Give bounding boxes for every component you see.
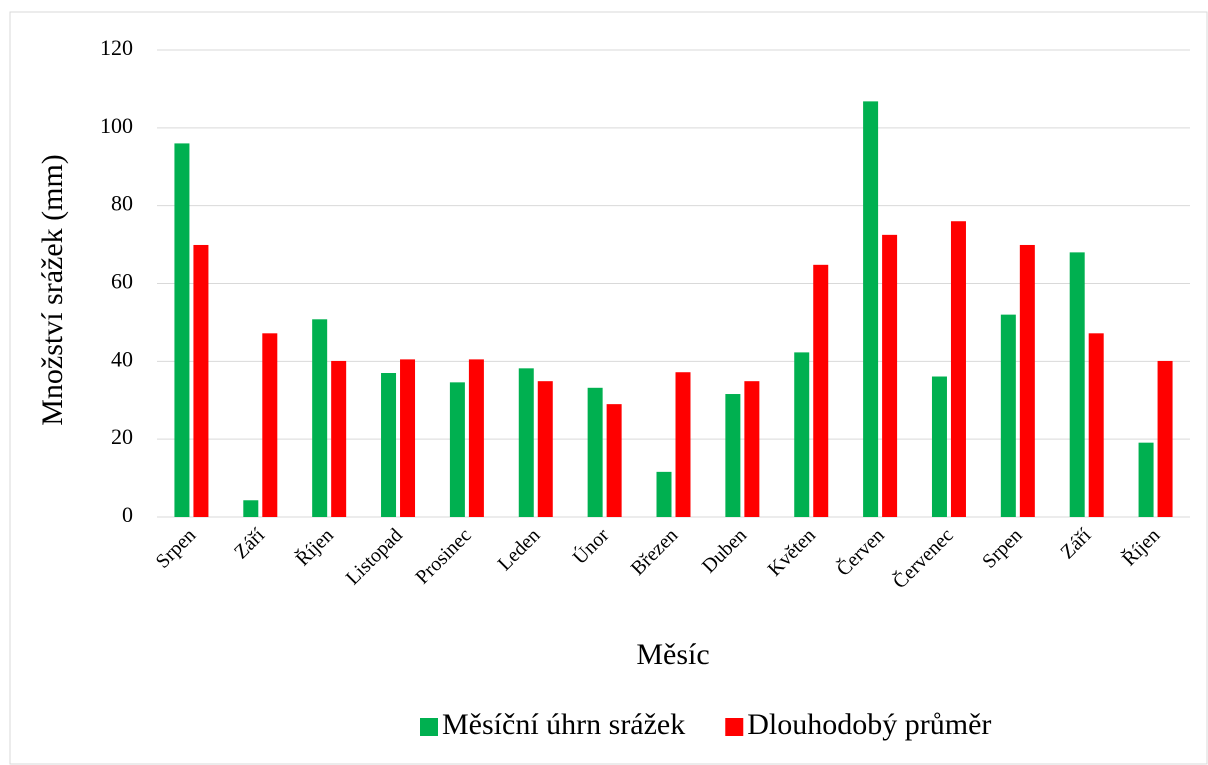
y-tick-label: 100 [100, 113, 133, 138]
bar [863, 101, 879, 518]
bar [725, 394, 741, 517]
legend-label: Měsíční úhrn srážek [442, 708, 685, 741]
y-tick-label: 80 [111, 191, 133, 216]
bar [1000, 314, 1016, 517]
bar [587, 387, 603, 517]
bar [193, 244, 209, 517]
bar [331, 360, 347, 517]
bar [744, 381, 760, 517]
bar [1088, 333, 1104, 517]
bar [1138, 442, 1154, 517]
bar [931, 376, 947, 517]
y-tick-label: 0 [122, 502, 133, 527]
bar [794, 352, 810, 517]
bar [675, 372, 691, 517]
bar [243, 500, 259, 517]
bar [174, 143, 190, 517]
bar [400, 359, 416, 517]
bar [950, 221, 966, 517]
x-axis-title: Měsíc [636, 638, 709, 671]
bar [813, 264, 829, 517]
bar [656, 471, 672, 517]
bar [262, 333, 278, 517]
bar [449, 382, 465, 517]
bar [312, 319, 328, 517]
legend-swatch [420, 718, 438, 736]
legend-swatch [725, 718, 744, 736]
bar [882, 234, 898, 517]
y-axis-title: Množství srážek (mm) [36, 154, 69, 426]
bar [1069, 252, 1085, 517]
legend-label: Dlouhodobý průměr [747, 708, 991, 741]
y-tick-label: 120 [100, 35, 133, 60]
bar [1019, 244, 1035, 517]
bar [1157, 360, 1173, 517]
bar [381, 373, 397, 517]
bar [537, 381, 553, 517]
y-tick-label: 40 [111, 346, 133, 371]
bar [468, 359, 484, 517]
y-tick-label: 60 [111, 269, 133, 294]
bar [606, 404, 622, 517]
y-tick-label: 20 [111, 424, 133, 449]
bar [518, 368, 534, 517]
